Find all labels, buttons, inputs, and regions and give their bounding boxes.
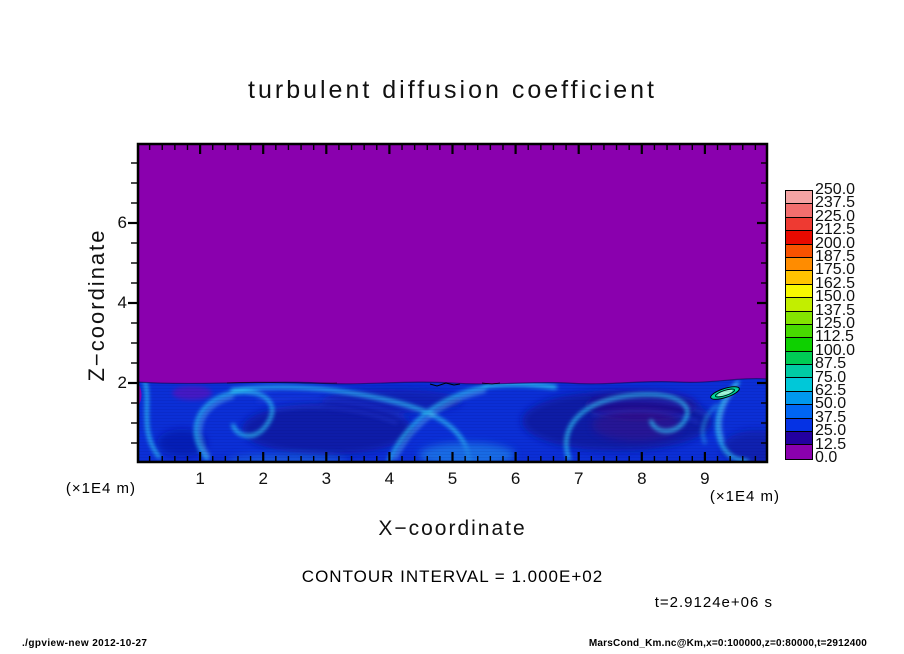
colorbar-cell (786, 284, 812, 299)
colorbar-level-label: 12.5 (815, 435, 847, 453)
colorbar-cell (786, 204, 812, 218)
x-tick-label-8: 8 (637, 469, 647, 488)
colorbar-cell (786, 378, 812, 392)
colorbar-cell (786, 391, 812, 406)
x-tick-label-2: 2 (258, 469, 268, 488)
x-tick-label-5: 5 (447, 469, 458, 488)
colorbar-cell (786, 351, 812, 366)
axes-frame (128, 142, 769, 464)
x-tick-label-9: 9 (700, 469, 710, 488)
plot-title: turbulent diffusion coefficient (248, 76, 657, 104)
heatmap-field (137, 143, 768, 463)
colorbar-cell (786, 298, 812, 312)
contour-interval-note: CONTOUR INTERVAL = 1.000E+02 (301, 567, 604, 586)
colorbar-cell (786, 324, 812, 339)
colorbar-cell (786, 432, 812, 446)
footer-dataset: MarsCond_Km.nc@Km,x=0:100000,z=0:80000,t… (588, 638, 867, 649)
colorbar-level-label: 25.0 (815, 422, 847, 440)
colorbar-cell (786, 311, 812, 325)
colorbar-level-label: 50.0 (815, 395, 847, 413)
plot-frame (136, 142, 769, 464)
colorbar-cell (786, 445, 812, 459)
colorbar-cell (786, 191, 812, 205)
colorbar-level-label: 100.0 (815, 341, 856, 359)
colorbar-level-label: 237.5 (815, 194, 856, 212)
colorbar (785, 190, 813, 460)
x-tick-label-4: 4 (384, 469, 395, 488)
x-tick-label-6: 6 (510, 469, 521, 488)
footer-command: ./gpview-new 2012-10-27 (22, 638, 148, 649)
colorbar-cell (786, 405, 812, 419)
colorbar-level-label: 137.5 (815, 301, 856, 319)
colorbar-cell (786, 418, 812, 433)
colorbar-cell (786, 365, 812, 379)
z-axis-unit: (×1E4 m) (65, 480, 136, 497)
colorbar-level-label: 150.0 (815, 288, 856, 306)
colorbar-level-label: 162.5 (815, 274, 856, 292)
colorbar-level-label: 212.5 (815, 221, 856, 239)
colorbar-level-label: 175.0 (815, 261, 856, 279)
colorbar-level-label: 87.5 (815, 355, 847, 373)
colorbar-level-label: 112.5 (815, 328, 854, 346)
colorbar-level-label: 0.0 (815, 449, 838, 466)
colorbar-cell (786, 271, 812, 285)
colorbar-level-label: 250.0 (815, 181, 856, 198)
colorbar-level-label: 75.0 (815, 368, 847, 386)
x-axis-label: X−coordinate (378, 517, 527, 540)
colorbar-cell (786, 231, 812, 245)
z-axis-label: Z−coordinate (84, 228, 109, 382)
colorbar-level-label: 62.5 (815, 382, 847, 399)
colorbar-cell (786, 338, 812, 352)
colorbar-cell (786, 257, 812, 272)
colorbar-level-label: 200.0 (815, 234, 856, 252)
colorbar-cell (786, 244, 812, 258)
x-tick-label-3: 3 (321, 469, 332, 488)
time-annotation: t=2.9124e+06 s (654, 594, 773, 611)
colorbar-level-label: 187.5 (815, 248, 856, 265)
colorbar-cell (786, 217, 812, 232)
x-tick-label-7: 7 (573, 469, 584, 488)
x-axis-unit: (×1E4 m) (709, 488, 780, 505)
colorbar-level-label: 37.5 (815, 408, 847, 426)
x-tick-label-1: 1 (195, 469, 205, 488)
colorbar-level-label: 125.0 (815, 315, 856, 332)
colorbar-level-label: 225.0 (815, 207, 856, 225)
